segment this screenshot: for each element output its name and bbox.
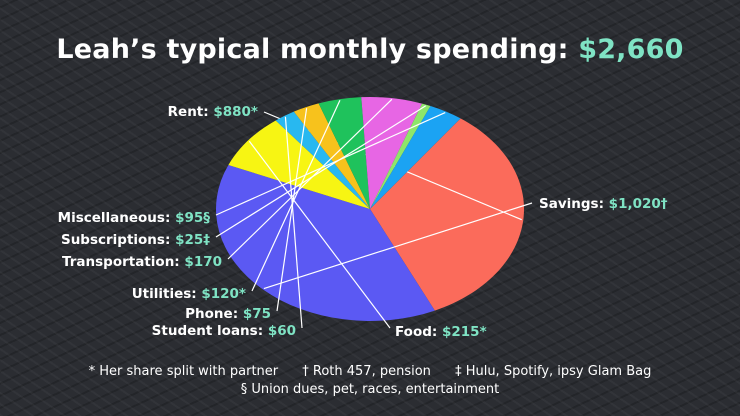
footnotes-line-1: * Her share split with partner † Roth 45… xyxy=(0,364,740,379)
footnote-shared: * Her share split with partner xyxy=(88,364,279,379)
pie-slice-food xyxy=(228,120,370,209)
slice-label-student-loans: Student loans: $60 xyxy=(152,323,296,339)
slice-value-subscriptions: $25‡ xyxy=(175,232,210,248)
footnote-roth: † Roth 457, pension xyxy=(302,364,431,379)
slice-value-utilities: $120* xyxy=(201,286,246,302)
slice-name-utilities: Utilities: xyxy=(132,286,202,302)
footnote-subscriptions: ‡ Hulu, Spotify, ipsy Glam Bag xyxy=(455,364,652,379)
leader-line-miscellaneous xyxy=(215,112,446,216)
pie-slice-transportation xyxy=(361,97,423,209)
slice-value-transportation: $170 xyxy=(184,254,222,270)
slice-value-rent: $880* xyxy=(213,104,258,120)
slice-name-miscellaneous: Miscellaneous: xyxy=(58,210,175,226)
slice-label-miscellaneous: Miscellaneous: $95§ xyxy=(58,210,211,226)
pie-slice-subscriptions xyxy=(370,103,431,209)
slice-label-transportation: Transportation: $170 xyxy=(62,254,222,270)
leader-line-savings xyxy=(263,202,533,290)
pie-slice-phone xyxy=(293,103,370,209)
slice-value-food: $215* xyxy=(442,324,487,340)
slice-label-rent: Rent: $880* xyxy=(168,104,258,120)
slice-value-savings: $1,020† xyxy=(609,196,668,212)
chart-title-total: $2,660 xyxy=(578,34,684,65)
slice-name-savings: Savings: xyxy=(539,196,609,212)
slice-label-subscriptions: Subscriptions: $25‡ xyxy=(61,232,210,248)
slice-name-subscriptions: Subscriptions: xyxy=(61,232,175,248)
slice-name-transportation: Transportation: xyxy=(62,254,184,270)
pie-slice-utilities xyxy=(318,97,370,209)
slice-name-rent: Rent: xyxy=(168,104,214,120)
chart-title-text: Leah’s typical monthly spending: xyxy=(56,34,579,65)
chart-title: Leah’s typical monthly spending: $2,660 xyxy=(0,34,740,65)
slice-label-phone: Phone: $75 xyxy=(185,306,271,322)
leader-line-food xyxy=(248,140,391,329)
slice-label-savings: Savings: $1,020† xyxy=(539,196,668,212)
slice-name-food: Food: xyxy=(395,324,442,340)
slice-label-utilities: Utilities: $120* xyxy=(132,286,246,302)
slice-name-phone: Phone: xyxy=(185,306,243,322)
slice-value-phone: $75 xyxy=(243,306,271,322)
pie-slice-student-loans xyxy=(275,111,370,209)
slice-label-food: Food: $215* xyxy=(395,324,487,340)
slice-name-student-loans: Student loans: xyxy=(152,323,268,339)
leader-line-utilities xyxy=(251,100,341,292)
leader-line-transportation xyxy=(227,98,393,260)
footnotes-line-2: § Union dues, pet, races, entertainment xyxy=(240,382,500,397)
leader-line-student-loans xyxy=(284,116,303,329)
pie-slice-miscellaneous xyxy=(370,106,461,209)
slice-value-miscellaneous: $95§ xyxy=(175,210,210,226)
pie-slice-rent xyxy=(370,118,524,311)
leader-line-phone xyxy=(276,108,308,312)
slice-value-student-loans: $60 xyxy=(268,323,296,339)
leader-line-subscriptions xyxy=(215,105,427,238)
